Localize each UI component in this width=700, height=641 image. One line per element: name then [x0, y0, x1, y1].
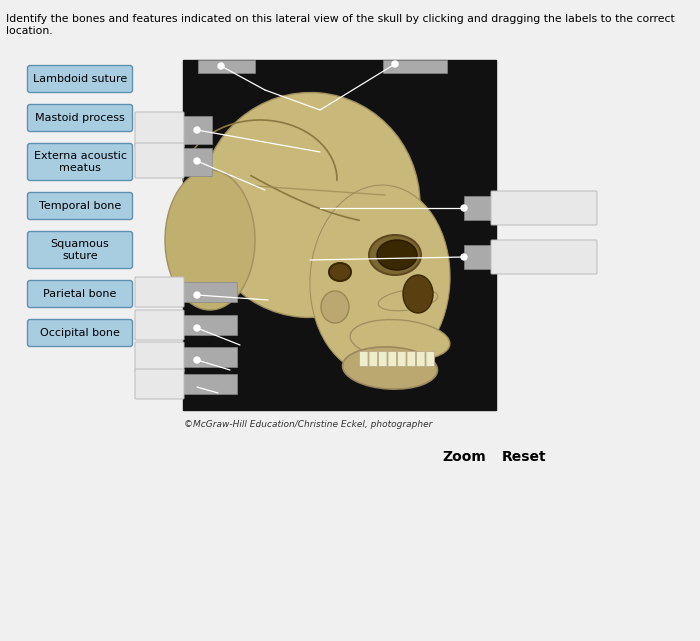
FancyBboxPatch shape — [398, 351, 406, 367]
FancyBboxPatch shape — [464, 196, 492, 220]
Text: Parietal bone: Parietal bone — [43, 289, 117, 299]
FancyBboxPatch shape — [464, 245, 492, 269]
Text: ©McGraw-Hill Education/Christine Eckel, photographer: ©McGraw-Hill Education/Christine Eckel, … — [184, 420, 433, 429]
Ellipse shape — [350, 320, 450, 360]
FancyBboxPatch shape — [383, 60, 447, 73]
Ellipse shape — [200, 92, 420, 317]
FancyBboxPatch shape — [27, 231, 132, 269]
Circle shape — [194, 292, 200, 298]
Text: Reset: Reset — [502, 450, 546, 464]
FancyBboxPatch shape — [407, 351, 416, 367]
Text: Zoom: Zoom — [442, 450, 486, 464]
FancyBboxPatch shape — [135, 277, 184, 307]
FancyBboxPatch shape — [379, 351, 387, 367]
FancyBboxPatch shape — [183, 148, 212, 176]
FancyBboxPatch shape — [135, 143, 184, 178]
FancyBboxPatch shape — [27, 65, 132, 92]
FancyBboxPatch shape — [183, 374, 237, 394]
FancyBboxPatch shape — [135, 342, 184, 372]
Ellipse shape — [377, 240, 417, 270]
Ellipse shape — [329, 263, 351, 281]
FancyBboxPatch shape — [183, 282, 237, 302]
Text: Mastoid process: Mastoid process — [35, 113, 125, 123]
FancyBboxPatch shape — [183, 116, 212, 144]
FancyBboxPatch shape — [360, 351, 368, 367]
FancyBboxPatch shape — [198, 60, 255, 73]
Ellipse shape — [321, 291, 349, 323]
FancyBboxPatch shape — [416, 351, 425, 367]
Ellipse shape — [310, 185, 450, 375]
Text: Lambdoid suture: Lambdoid suture — [33, 74, 127, 84]
FancyBboxPatch shape — [183, 315, 237, 335]
FancyBboxPatch shape — [135, 310, 184, 340]
FancyBboxPatch shape — [369, 351, 377, 367]
FancyBboxPatch shape — [27, 144, 132, 181]
FancyBboxPatch shape — [135, 112, 184, 147]
Text: Squamous
suture: Squamous suture — [50, 239, 109, 261]
FancyBboxPatch shape — [135, 369, 184, 399]
FancyBboxPatch shape — [183, 60, 496, 410]
Circle shape — [194, 357, 200, 363]
FancyBboxPatch shape — [183, 347, 237, 367]
Circle shape — [194, 158, 200, 164]
Circle shape — [194, 325, 200, 331]
FancyBboxPatch shape — [491, 191, 597, 225]
FancyBboxPatch shape — [27, 192, 132, 219]
FancyBboxPatch shape — [388, 351, 396, 367]
Ellipse shape — [369, 235, 421, 275]
Circle shape — [218, 63, 224, 69]
Circle shape — [392, 61, 398, 67]
FancyBboxPatch shape — [27, 281, 132, 308]
Text: Externa acoustic
meatus: Externa acoustic meatus — [34, 151, 127, 173]
Text: Occipital bone: Occipital bone — [40, 328, 120, 338]
Text: Identify the bones and features indicated on this lateral view of the skull by c: Identify the bones and features indicate… — [6, 13, 675, 36]
FancyBboxPatch shape — [491, 240, 597, 274]
Circle shape — [461, 254, 467, 260]
Text: Temporal bone: Temporal bone — [39, 201, 121, 211]
FancyBboxPatch shape — [27, 104, 132, 131]
Ellipse shape — [403, 275, 433, 313]
Circle shape — [194, 127, 200, 133]
Ellipse shape — [378, 289, 438, 311]
FancyBboxPatch shape — [426, 351, 435, 367]
FancyBboxPatch shape — [27, 319, 132, 347]
Ellipse shape — [342, 347, 438, 389]
Ellipse shape — [165, 170, 255, 310]
Circle shape — [461, 205, 467, 211]
